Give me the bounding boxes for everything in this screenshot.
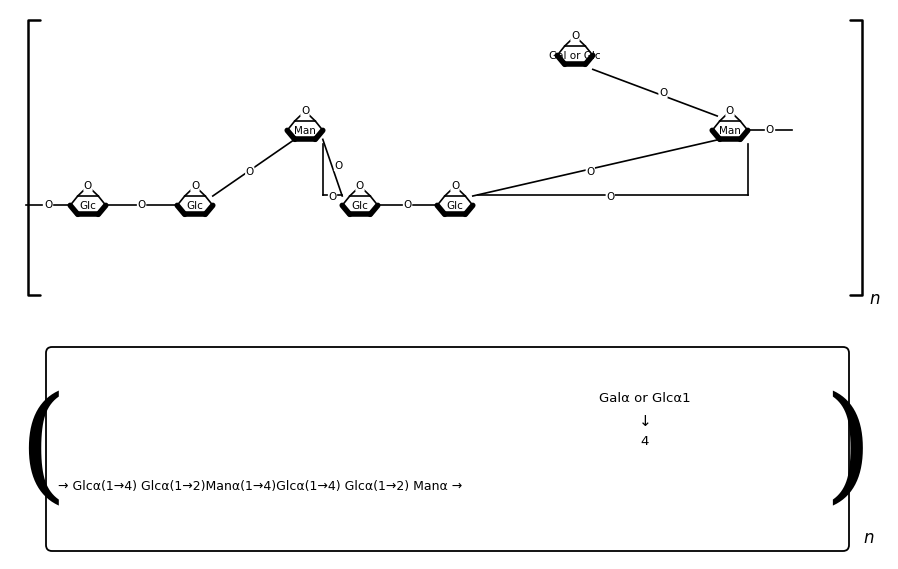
Text: Glc: Glc: [80, 201, 96, 211]
Text: Glc: Glc: [446, 201, 463, 211]
Text: ): ): [823, 391, 872, 512]
Text: O: O: [191, 181, 199, 191]
Text: O: O: [246, 167, 254, 177]
Text: 4: 4: [641, 435, 649, 447]
Text: O: O: [137, 200, 145, 211]
Text: O: O: [329, 192, 337, 202]
Text: O: O: [571, 31, 579, 41]
Text: Glc: Glc: [187, 201, 204, 211]
Text: O: O: [356, 181, 364, 191]
Text: Gal or Glc: Gal or Glc: [550, 51, 601, 61]
Text: O: O: [451, 181, 459, 191]
Text: → Glcα(1→4) Glcα(1→2)Manα(1→4)Glcα(1→4) Glcα(1→2) Manα →: → Glcα(1→4) Glcα(1→2)Manα(1→4)Glcα(1→4) …: [58, 480, 462, 493]
Text: O: O: [44, 200, 52, 211]
Text: O: O: [659, 88, 667, 98]
Text: O: O: [84, 181, 92, 191]
Text: O: O: [586, 167, 594, 177]
Text: Man: Man: [294, 126, 316, 136]
Text: Galα or Glcα1: Galα or Glcα1: [599, 391, 691, 405]
Text: O: O: [403, 200, 411, 211]
Text: n: n: [863, 529, 874, 547]
Text: O: O: [301, 106, 309, 116]
Text: O: O: [726, 106, 735, 116]
Text: (: (: [18, 391, 66, 512]
Text: ↓: ↓: [638, 414, 651, 428]
Text: O: O: [334, 160, 343, 171]
Text: O: O: [766, 125, 774, 135]
Text: Glc: Glc: [351, 201, 368, 211]
Text: Man: Man: [719, 126, 741, 136]
Text: O: O: [606, 192, 614, 202]
Text: n: n: [869, 290, 879, 308]
